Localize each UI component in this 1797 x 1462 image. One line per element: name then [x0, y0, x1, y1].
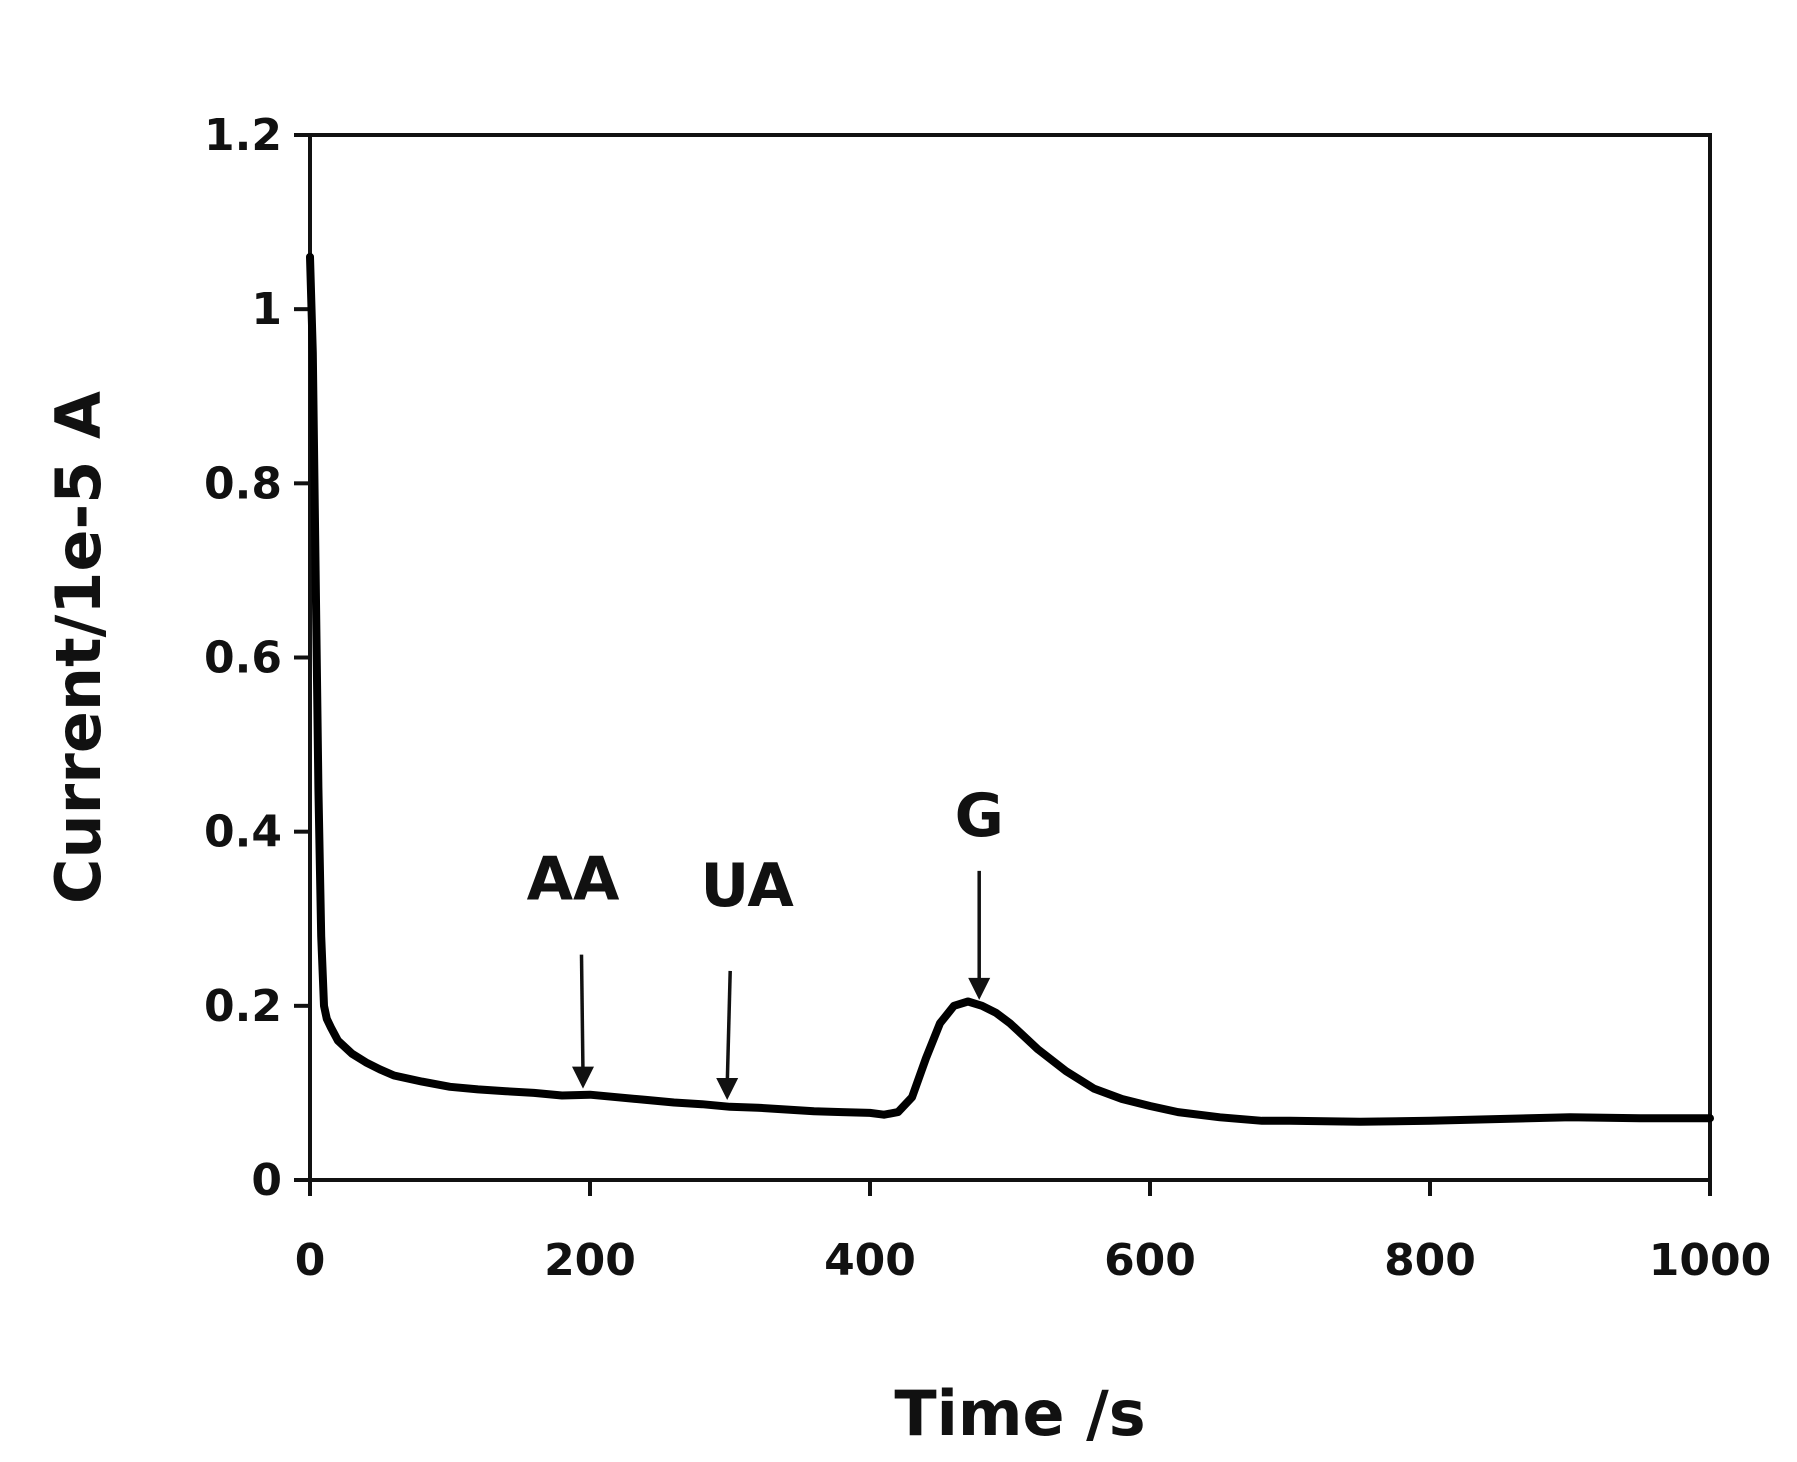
x-axis-title: Time /s: [894, 1377, 1145, 1450]
annotation-arrow-shaft: [725, 970, 732, 1087]
x-tick-label: 200: [544, 1235, 636, 1286]
annotation-label-g: G: [955, 781, 1004, 851]
series-line: [306, 252, 1714, 1126]
annotation-label-ua: UA: [701, 851, 795, 921]
y-tick-label: 0.4: [204, 807, 282, 858]
y-axis: 0 0.2 0.4 0.6 0.8 1 1.2: [204, 110, 310, 1206]
y-axis-title: Current/1e-5 A: [42, 391, 115, 904]
y-tick-label: 0.2: [204, 981, 282, 1032]
annotation-arrow-head: [968, 977, 991, 1000]
y-tick-label: 0.6: [204, 633, 282, 684]
x-tick-label: 0: [295, 1235, 326, 1286]
x-tick-label: 1000: [1649, 1235, 1771, 1286]
annotation-arrow-head: [716, 1077, 739, 1100]
y-tick-label: 1.2: [204, 110, 282, 161]
x-tick-label: 800: [1384, 1235, 1476, 1286]
y-tick-label: 1: [251, 284, 282, 335]
x-axis: 0 200 400 600 800 1000: [295, 1180, 1771, 1286]
annotation-arrow-head: [572, 1066, 594, 1089]
annotations: AA UA G: [527, 781, 1004, 1100]
y-tick-label: 0: [251, 1155, 282, 1206]
x-tick-label: 600: [1104, 1235, 1196, 1286]
x-tick-label: 400: [824, 1235, 916, 1286]
annotation-label-aa: AA: [527, 845, 620, 915]
y-tick-label: 0.8: [204, 458, 282, 509]
annotation-arrow-shaft: [579, 954, 585, 1075]
